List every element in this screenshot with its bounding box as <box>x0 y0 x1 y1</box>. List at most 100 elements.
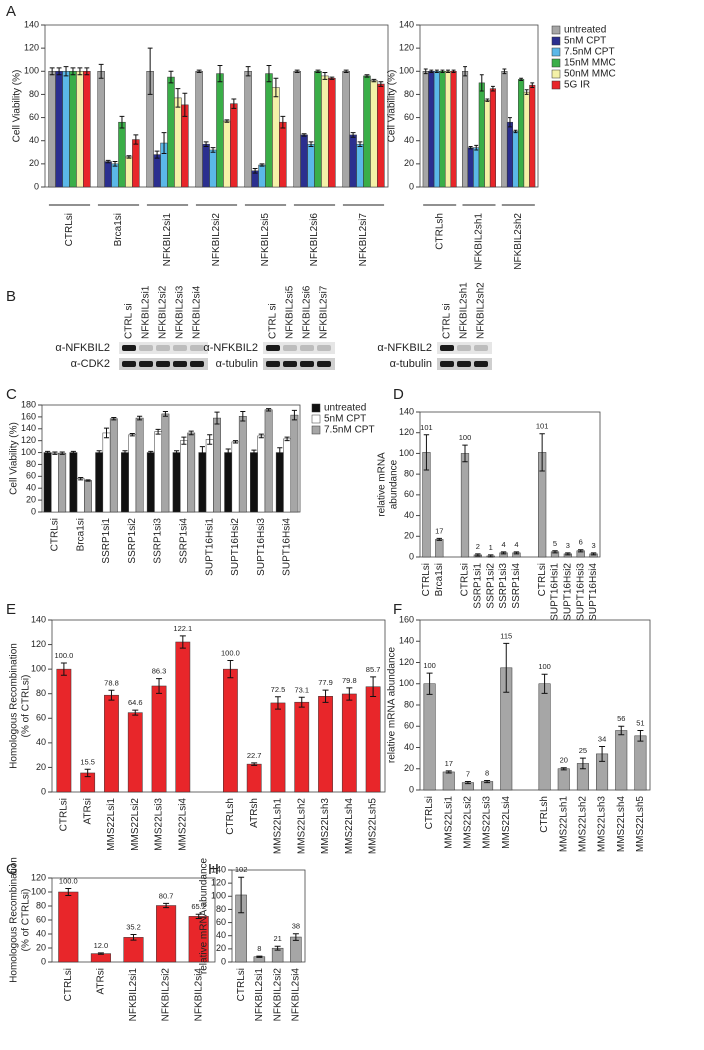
error-bar <box>98 63 104 79</box>
value-label: 7 <box>466 769 470 778</box>
panel-letter: E <box>6 601 16 618</box>
error-bar <box>70 67 76 76</box>
x-tick-label: CTRLsi <box>421 563 432 596</box>
bar <box>69 71 77 188</box>
bar <box>473 147 480 188</box>
error-bar <box>578 549 584 553</box>
bar <box>167 76 175 188</box>
y-tick-label: 80 <box>404 89 414 99</box>
panel-letter: H <box>208 861 219 878</box>
error-bar <box>364 74 370 78</box>
value-label: 8 <box>257 944 261 953</box>
x-tick-label: SUPT16Hsi2 <box>562 563 573 621</box>
legend-swatch <box>551 58 561 68</box>
panel-letter: C <box>6 386 17 403</box>
bar <box>202 143 210 188</box>
value-label: 73.1 <box>294 685 309 694</box>
bar <box>56 668 72 793</box>
x-tick-label: CTRLsi <box>236 968 247 1001</box>
blot-strip <box>263 358 335 370</box>
error-bar <box>488 554 494 558</box>
y-tick-label: 80 <box>404 699 414 709</box>
y-tick-label: 0 <box>409 784 414 794</box>
x-tick-label: NFKBIL2si2 <box>161 968 172 1022</box>
bar <box>450 71 457 188</box>
x-tick-label: SUPT16Hsi3 <box>575 563 586 621</box>
bar <box>444 71 452 188</box>
value-label: 5 <box>553 539 557 548</box>
legend-swatch <box>311 425 321 435</box>
bar <box>363 75 371 188</box>
value-label: 101 <box>536 422 549 431</box>
bar <box>478 82 485 188</box>
error-bar <box>179 635 186 649</box>
x-tick-label: MMS22Lsh3 <box>320 798 331 855</box>
bar <box>104 161 112 188</box>
legend-label: untreated <box>324 403 366 414</box>
value-label: 3 <box>566 541 570 550</box>
y-tick-label: 80 <box>36 688 46 698</box>
legend-swatch <box>551 25 561 35</box>
bar <box>272 87 280 188</box>
error-bar <box>133 134 139 145</box>
bar <box>76 71 84 188</box>
legend-label: 5nM CPT <box>324 414 366 425</box>
bar <box>257 435 266 513</box>
y-tick-label: 0 <box>34 181 39 191</box>
y-tick-label: 20 <box>36 762 46 772</box>
value-label: 86.3 <box>152 667 167 676</box>
y-tick-label: 0 <box>31 506 36 516</box>
error-bar <box>378 81 384 87</box>
bar <box>55 71 63 188</box>
x-tick-label: SSRP1si1 <box>472 563 483 609</box>
error-bar <box>273 77 279 98</box>
y-tick-label: 120 <box>399 43 414 53</box>
bar <box>250 452 258 513</box>
value-label: 64.6 <box>128 698 143 707</box>
error-bar <box>371 78 377 83</box>
bar <box>238 416 247 513</box>
error-bar <box>637 730 644 742</box>
y-tick-label: 60 <box>36 914 46 924</box>
error-bar <box>357 141 363 147</box>
error-bar <box>181 436 187 445</box>
bar <box>423 683 436 791</box>
panel-letter: F <box>393 601 402 618</box>
y-tick-label: 140 <box>399 19 414 29</box>
x-tick-label: CTRLsi <box>59 798 70 831</box>
x-tick-label: Brca1si <box>434 563 445 596</box>
error-bar <box>84 67 90 76</box>
value-label: 100.0 <box>221 649 240 658</box>
value-label: 4 <box>501 540 505 549</box>
error-bar <box>65 888 72 896</box>
value-label: 12.0 <box>94 941 109 950</box>
bar <box>109 418 118 513</box>
error-bar <box>49 67 55 76</box>
bar <box>83 71 91 188</box>
error-bar <box>618 725 625 736</box>
blot-band <box>139 361 153 367</box>
error-bar <box>440 69 445 73</box>
error-bar <box>539 433 545 472</box>
bar <box>290 414 299 513</box>
x-tick-label: CTRLsi <box>424 796 435 829</box>
value-label: 77.9 <box>318 678 333 687</box>
y-tick-label: 20 <box>29 158 39 168</box>
x-tick-label: CTRLsh <box>434 213 445 250</box>
error-bar <box>451 69 456 73</box>
x-tick-label: SSRP1si3 <box>153 518 164 564</box>
x-tick-label: ATRsi <box>96 968 107 994</box>
bar <box>244 71 252 188</box>
value-label: 3 <box>591 541 595 550</box>
error-bar <box>524 89 529 95</box>
blot-lane-label: NFKBIL2sh1 <box>459 282 470 339</box>
error-bar <box>227 660 234 679</box>
error-bar <box>161 132 167 154</box>
error-bar <box>346 687 353 701</box>
bar <box>151 685 167 793</box>
bar <box>538 683 551 791</box>
blot-lane-label: NFKBIL2si4 <box>192 285 203 339</box>
bar <box>314 71 322 188</box>
bar <box>179 440 188 513</box>
bar <box>439 71 446 188</box>
